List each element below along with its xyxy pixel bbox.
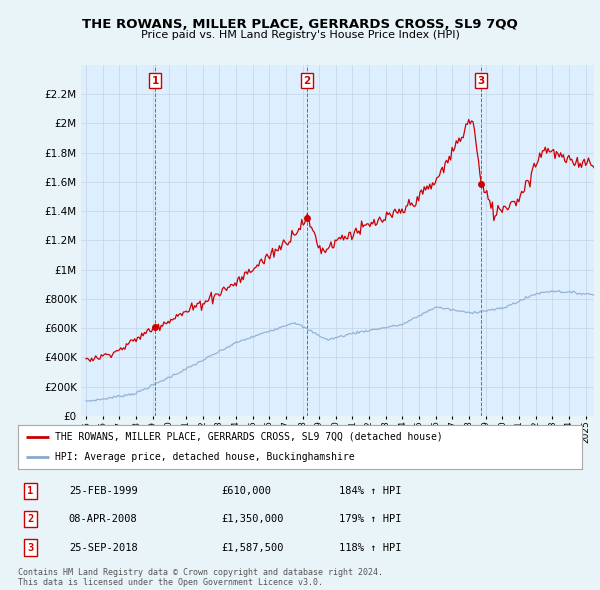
Text: Price paid vs. HM Land Registry's House Price Index (HPI): Price paid vs. HM Land Registry's House …: [140, 30, 460, 40]
Text: 25-SEP-2018: 25-SEP-2018: [69, 543, 137, 552]
Text: 184% ↑ HPI: 184% ↑ HPI: [340, 486, 402, 496]
Text: £1,587,500: £1,587,500: [221, 543, 284, 552]
Text: 2: 2: [27, 514, 34, 524]
Text: 08-APR-2008: 08-APR-2008: [69, 514, 137, 524]
Text: 1: 1: [27, 486, 34, 496]
Text: 3: 3: [478, 76, 485, 86]
Text: 3: 3: [27, 543, 34, 552]
Text: 1: 1: [151, 76, 159, 86]
Text: THE ROWANS, MILLER PLACE, GERRARDS CROSS, SL9 7QQ (detached house): THE ROWANS, MILLER PLACE, GERRARDS CROSS…: [55, 432, 442, 442]
Text: Contains HM Land Registry data © Crown copyright and database right 2024.
This d: Contains HM Land Registry data © Crown c…: [18, 568, 383, 587]
Text: 2: 2: [304, 76, 311, 86]
Text: 179% ↑ HPI: 179% ↑ HPI: [340, 514, 402, 524]
Text: HPI: Average price, detached house, Buckinghamshire: HPI: Average price, detached house, Buck…: [55, 452, 354, 462]
Text: THE ROWANS, MILLER PLACE, GERRARDS CROSS, SL9 7QQ: THE ROWANS, MILLER PLACE, GERRARDS CROSS…: [82, 18, 518, 31]
Text: 118% ↑ HPI: 118% ↑ HPI: [340, 543, 402, 552]
Text: £1,350,000: £1,350,000: [221, 514, 284, 524]
Text: 25-FEB-1999: 25-FEB-1999: [69, 486, 137, 496]
Text: £610,000: £610,000: [221, 486, 271, 496]
